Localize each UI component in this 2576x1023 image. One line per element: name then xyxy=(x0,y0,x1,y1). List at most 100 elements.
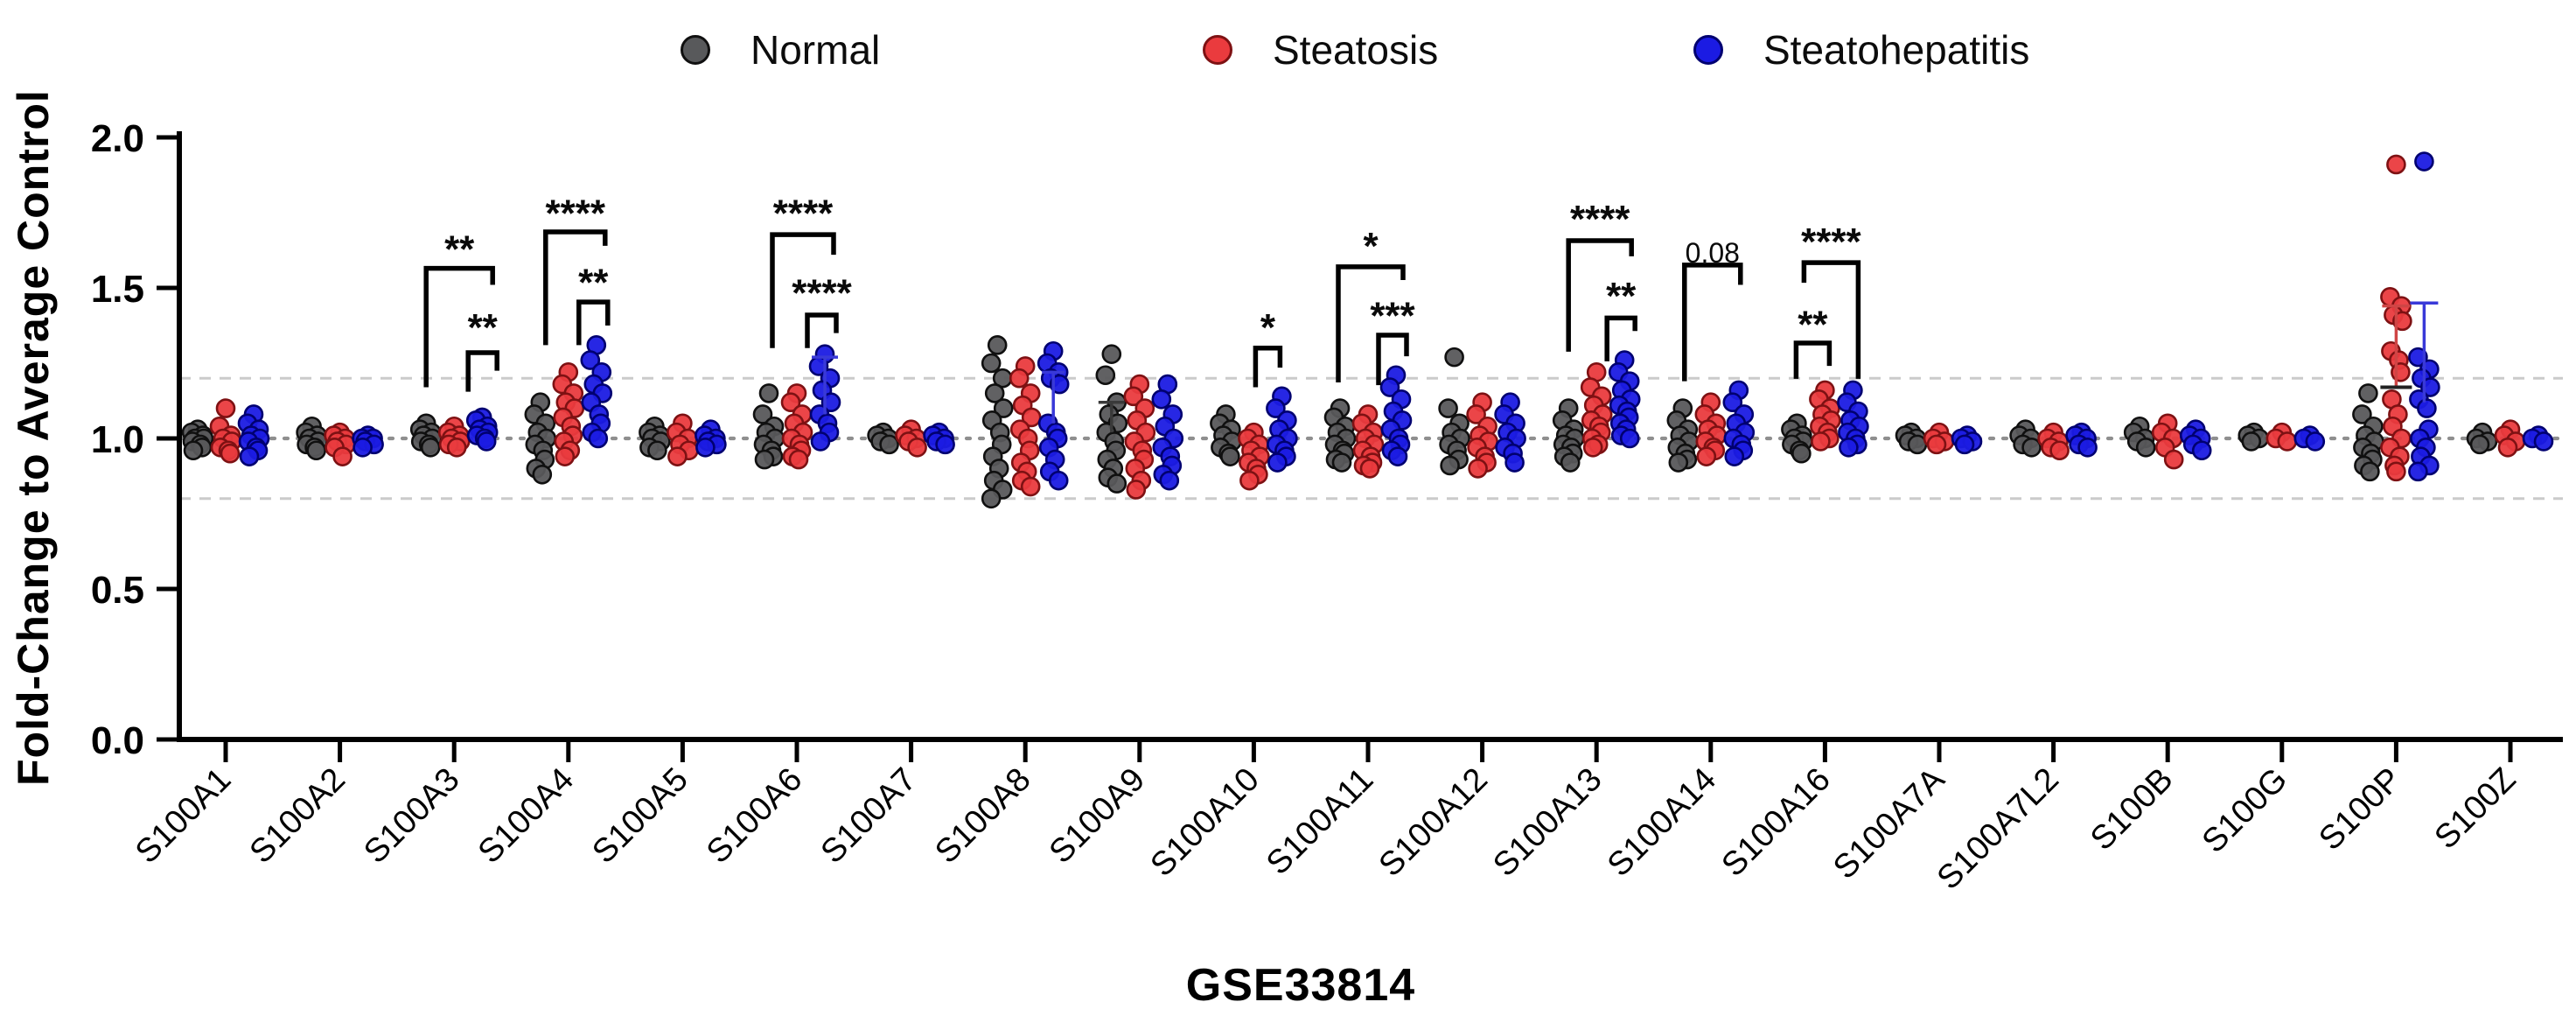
sig-bracket-S100A6 xyxy=(805,312,839,348)
sig-label-S100A13: **** xyxy=(1570,198,1630,241)
dot-steatosis-S100A7A xyxy=(1926,434,1947,455)
dot-normal-S100A9 xyxy=(1106,473,1127,494)
x-tick-label-S100A5: S100A5 xyxy=(585,761,695,871)
x-tick-label-S100A13: S100A13 xyxy=(1486,761,1609,884)
dot-steatosis-S100A14 xyxy=(1696,446,1717,466)
x-tick-label-S100A8: S100A8 xyxy=(928,761,1037,871)
legend-item-steatohepatitis: Steatohepatitis xyxy=(1693,23,2029,77)
dot-steatohepatitis-S100P xyxy=(2408,461,2428,482)
sig-bracket-S100A4 xyxy=(576,299,611,346)
sig-label-S100A3: ** xyxy=(444,228,475,271)
sig-bracket-S100A13 xyxy=(1604,315,1637,361)
x-tick-label-S100A3: S100A3 xyxy=(357,761,466,871)
sig-label-S100A6: **** xyxy=(792,272,852,315)
dot-steatohepatitis-S100A13 xyxy=(1619,428,1640,449)
dot-steatohepatitis-S100A8 xyxy=(1049,374,1070,395)
dot-steatohepatitis-S100A1 xyxy=(239,446,260,466)
dot-steatohepatitis-S100A9 xyxy=(1151,389,1172,410)
x-tick-label-S100A2: S100A2 xyxy=(243,761,353,871)
dot-steatosis-S100A9 xyxy=(1123,386,1144,407)
dot-steatosis-S100A1 xyxy=(220,443,241,464)
legend-label-normal: Normal xyxy=(750,27,881,73)
sig-bracket-S100A4 xyxy=(543,229,608,346)
sig-label-S100A6: **** xyxy=(773,192,834,235)
dot-steatohepatitis-S100A4 xyxy=(580,350,601,370)
dot-steatosis-S100A10 xyxy=(1239,470,1260,491)
dot-steatohepatitis-S100G xyxy=(2305,431,2326,452)
sig-label-S100A10: * xyxy=(1260,306,1276,349)
sig-bracket-S100A11 xyxy=(1336,264,1406,383)
sig-label-S100A4: ** xyxy=(578,261,609,304)
sig-bracket-S100A13 xyxy=(1566,238,1634,352)
dot-steatohepatitis-S100P xyxy=(2414,151,2434,172)
dot-normal-S100A8 xyxy=(984,383,1005,403)
dot-steatohepatitis-S100A6 xyxy=(810,431,831,452)
dot-steatosis-S100A6 xyxy=(780,392,801,413)
x-tick-label-S100A10: S100A10 xyxy=(1143,761,1266,884)
dot-steatohepatitis-S100A11 xyxy=(1387,446,1408,466)
sig-bracket-S100A16 xyxy=(1801,260,1861,379)
dot-normal-S100A9 xyxy=(1095,365,1116,386)
dot-steatohepatitis-S100P xyxy=(2420,377,2440,397)
x-tick-label-S100B: S100B xyxy=(2084,761,2180,858)
dot-normal-S100A12 xyxy=(1440,455,1460,476)
dot-steatosis-S100A12 xyxy=(1466,404,1486,424)
dot-steatosis-S100A7L2 xyxy=(2049,440,2070,461)
sig-label-S100A14: 0.08 xyxy=(1686,237,1740,269)
dot-normal-S100A8 xyxy=(981,488,1002,509)
dot-steatosis-S100A4 xyxy=(555,446,576,466)
y-tick-label-1.5: 1.5 xyxy=(91,268,144,311)
x-axis-title: GSE33814 xyxy=(1185,960,1416,1011)
dot-normal-S100P xyxy=(2352,404,2372,424)
dot-normal-S100A13 xyxy=(1560,452,1581,473)
dot-steatohepatitis-S100A7L2 xyxy=(2077,438,2098,458)
dot-steatohepatitis-S100A2 xyxy=(353,438,373,458)
sig-bracket-S100A3 xyxy=(423,265,495,388)
normal-dot-icon xyxy=(681,35,710,65)
dot-normal-S100B xyxy=(2135,438,2156,458)
dot-steatohepatitis-S100A14 xyxy=(1722,392,1743,413)
dot-steatosis-S100Z xyxy=(2497,438,2518,458)
dot-steatohepatitis-S100P xyxy=(2408,347,2428,368)
dot-steatosis-S100A6 xyxy=(788,449,809,470)
dot-steatohepatitis-S100A14 xyxy=(1724,446,1745,466)
dot-steatohepatitis-S100A10 xyxy=(1267,452,1288,473)
legend-label-steatosis: Steatosis xyxy=(1273,27,1439,73)
dot-normal-S100A4 xyxy=(532,464,553,485)
dot-steatosis-S100A1 xyxy=(215,398,236,418)
dot-steatohepatitis-S100A11 xyxy=(1379,377,1400,397)
dot-steatosis-S100A8 xyxy=(1020,476,1041,497)
dot-steatosis-S100P xyxy=(2392,311,2412,332)
dot-normal-S100A6 xyxy=(752,404,773,424)
legend-item-steatosis: Steatosis xyxy=(1203,23,1438,77)
dot-steatosis-S100P xyxy=(2386,154,2406,175)
y-tick-label-2.0: 2.0 xyxy=(91,117,144,160)
dot-steatosis-S100P xyxy=(2391,362,2411,382)
dot-normal-S100A9 xyxy=(1101,344,1122,364)
dot-normal-S100A8 xyxy=(993,398,1014,418)
steatosis-dot-icon xyxy=(1203,35,1232,65)
dot-steatohepatitis-S100A7 xyxy=(935,434,955,455)
y-tick-label-0.0: 0.0 xyxy=(91,719,144,762)
x-tick-label-S100A16: S100A16 xyxy=(1714,761,1837,884)
sig-bracket-S100A6 xyxy=(770,232,836,348)
dot-normal-S100A10 xyxy=(1220,446,1240,466)
dot-steatosis-S100A11 xyxy=(1359,459,1380,479)
dot-steatosis-S100A9 xyxy=(1126,480,1147,500)
dot-normal-S100A16 xyxy=(1791,443,1812,464)
x-tick-label-S100Z: S100Z xyxy=(2427,761,2523,857)
legend-item-normal: Normal xyxy=(681,23,880,77)
sig-label-S100A11: * xyxy=(1363,225,1379,268)
dot-normal-S100A5 xyxy=(647,440,667,461)
sig-label-S100A13: ** xyxy=(1606,275,1637,318)
x-tick-label-S100A1: S100A1 xyxy=(129,761,238,871)
dot-steatohepatitis-S100B xyxy=(2191,440,2212,461)
sig-label-S100A3: ** xyxy=(468,306,499,349)
steatohepatitis-dot-icon xyxy=(1693,35,1723,65)
sig-label-S100A16: **** xyxy=(1801,221,1861,263)
dot-steatosis-S100A8 xyxy=(1021,407,1042,428)
sig-bracket-S100A14 xyxy=(1682,263,1743,382)
x-tick-label-S100A7L2: S100A7L2 xyxy=(1930,761,2066,897)
dot-steatosis-S100A8 xyxy=(1009,368,1030,389)
